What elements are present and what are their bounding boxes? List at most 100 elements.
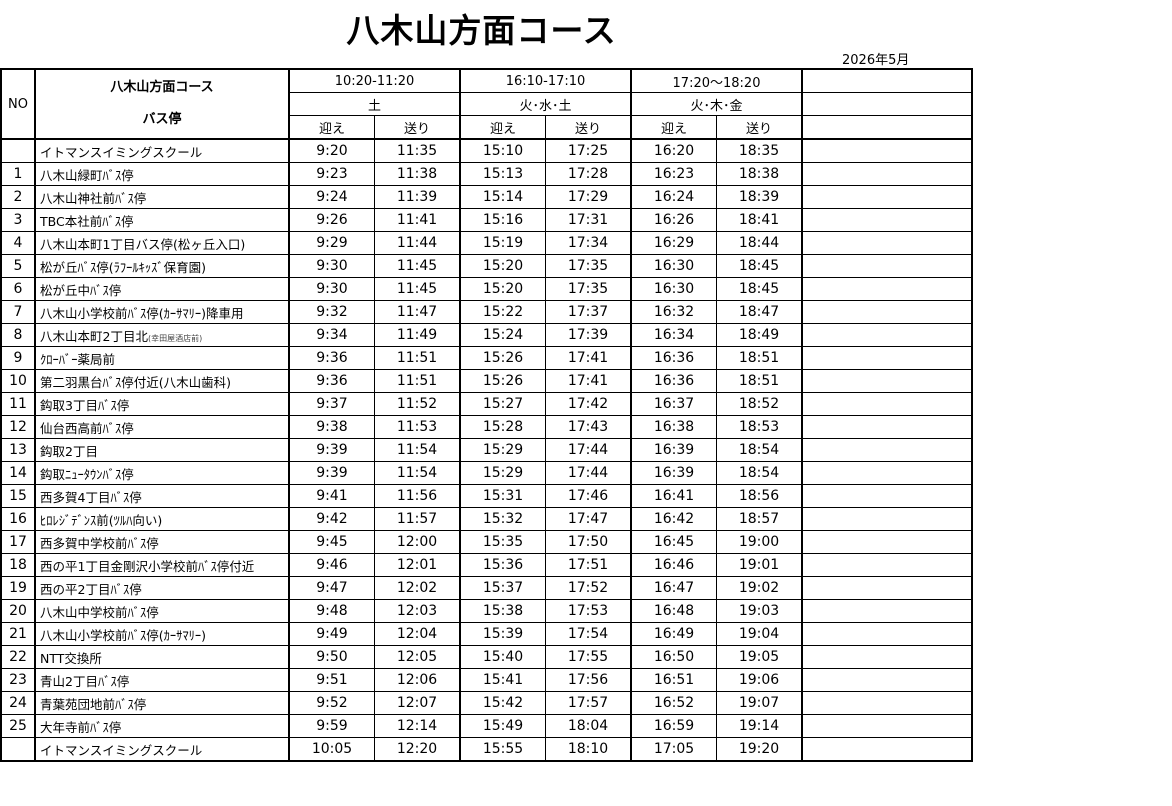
pickup-time: 15:26 bbox=[459, 346, 546, 370]
pickup-time: 15:16 bbox=[459, 208, 546, 232]
table-row: 5 松が丘ﾊﾞｽ停(ﾗﾌｰﾙｷｯｽﾞ保育園) 9:30 11:45 15:20 17:35… bbox=[0, 254, 973, 278]
stop-name: 大年寺前ﾊﾞｽ停 bbox=[34, 714, 290, 738]
stop-name-text: 第二羽黒台ﾊﾞｽ停付近(八木山歯科) bbox=[40, 374, 232, 390]
pickup-time: 9:34 bbox=[288, 323, 375, 347]
dropoff-time: 12:05 bbox=[374, 645, 461, 669]
dropoff-time: 12:02 bbox=[374, 576, 461, 600]
stop-name-text: 八木山神社前ﾊﾞｽ停 bbox=[40, 190, 147, 206]
dropoff-time: 17:57 bbox=[545, 691, 632, 715]
group-time-2: 16:10-17:10 bbox=[459, 68, 632, 93]
stop-name-text: TBC本社前ﾊﾞｽ停 bbox=[40, 213, 134, 229]
pickup-time: 9:41 bbox=[288, 484, 375, 508]
blank-cell bbox=[801, 323, 973, 347]
dropoff-time: 11:41 bbox=[374, 208, 461, 232]
dropoff-time: 18:45 bbox=[716, 277, 803, 301]
dropoff-time: 17:51 bbox=[545, 553, 632, 577]
table-row: 17 西多賀中学校前ﾊﾞｽ停 9:45 12:00 15:35 17:50 16:45 19:… bbox=[0, 530, 973, 554]
dropoff-time: 11:51 bbox=[374, 346, 461, 370]
table-row: 8 八木山本町2丁目北(幸田屋酒店前) 9:34 11:49 15:24 17:39 16:… bbox=[0, 323, 973, 347]
header-dropoff: 送り bbox=[374, 115, 461, 140]
pickup-time: 15:24 bbox=[459, 323, 546, 347]
pickup-time: 16:36 bbox=[630, 369, 717, 393]
pickup-time: 9:48 bbox=[288, 599, 375, 623]
dropoff-time: 18:49 bbox=[716, 323, 803, 347]
pickup-time: 9:47 bbox=[288, 576, 375, 600]
pickup-time: 9:42 bbox=[288, 507, 375, 531]
dropoff-time: 18:52 bbox=[716, 392, 803, 416]
pickup-time: 16:32 bbox=[630, 300, 717, 324]
pickup-time: 15:49 bbox=[459, 714, 546, 738]
stop-number: 11 bbox=[0, 392, 36, 416]
stop-name-text: 大年寺前ﾊﾞｽ停 bbox=[40, 719, 122, 735]
dropoff-time: 17:50 bbox=[545, 530, 632, 554]
table-row: 2 八木山神社前ﾊﾞｽ停 9:24 11:39 15:14 17:29 16:24 18:39 bbox=[0, 185, 973, 209]
stop-name-text: 西の平1丁目金剛沢小学校前ﾊﾞｽ停付近 bbox=[40, 558, 255, 574]
table-row: 11 鈎取3丁目ﾊﾞｽ停 9:37 11:52 15:27 17:42 16:37 18:52 bbox=[0, 392, 973, 416]
header-course-title: 八木山方面コース bbox=[110, 80, 214, 95]
dropoff-time: 19:03 bbox=[716, 599, 803, 623]
pickup-time: 15:40 bbox=[459, 645, 546, 669]
blank-cell bbox=[801, 300, 973, 324]
dropoff-time: 17:41 bbox=[545, 346, 632, 370]
pickup-time: 9:49 bbox=[288, 622, 375, 646]
stop-name-text: イトマンスイミングスクール bbox=[40, 742, 203, 758]
stop-number: 4 bbox=[0, 231, 36, 255]
header-bus-stop: バス停 bbox=[142, 112, 182, 127]
dropoff-time: 18:45 bbox=[716, 254, 803, 278]
stop-name-text: 仙台西高前ﾊﾞｽ停 bbox=[40, 420, 134, 436]
blank-cell bbox=[801, 369, 973, 393]
stop-number: 24 bbox=[0, 691, 36, 715]
group-days-3: 火･木･金 bbox=[630, 92, 803, 116]
table-row: 25 大年寺前ﾊﾞｽ停 9:59 12:14 15:49 18:04 16:59 19:14 bbox=[0, 714, 973, 738]
header-dropoff: 送り bbox=[545, 115, 632, 140]
dropoff-time: 11:35 bbox=[374, 138, 461, 163]
dropoff-time: 12:03 bbox=[374, 599, 461, 623]
pickup-time: 9:59 bbox=[288, 714, 375, 738]
pickup-time: 16:30 bbox=[630, 277, 717, 301]
dropoff-time: 12:00 bbox=[374, 530, 461, 554]
blank-cell bbox=[801, 115, 973, 140]
dropoff-time: 17:43 bbox=[545, 415, 632, 439]
stop-number: 9 bbox=[0, 346, 36, 370]
pickup-time: 9:32 bbox=[288, 300, 375, 324]
stop-name: 西多賀中学校前ﾊﾞｽ停 bbox=[34, 530, 290, 554]
blank-cell bbox=[801, 737, 973, 762]
group-time-1: 10:20-11:20 bbox=[288, 68, 461, 93]
stop-name: イトマンスイミングスクール bbox=[34, 737, 290, 762]
stop-name-text: 西多賀4丁目ﾊﾞｽ停 bbox=[40, 489, 142, 505]
blank-cell bbox=[801, 92, 973, 116]
stop-name: NTT交換所 bbox=[34, 645, 290, 669]
pickup-time: 15:41 bbox=[459, 668, 546, 692]
pickup-time: 16:59 bbox=[630, 714, 717, 738]
stop-name: ﾋﾛﾚｼﾞﾃﾞﾝｽ前(ﾂﾙﾊ向い) bbox=[34, 507, 290, 531]
dropoff-time: 18:35 bbox=[716, 138, 803, 163]
stop-name: 仙台西高前ﾊﾞｽ停 bbox=[34, 415, 290, 439]
stop-number: 25 bbox=[0, 714, 36, 738]
pickup-time: 9:39 bbox=[288, 461, 375, 485]
pickup-time: 9:36 bbox=[288, 369, 375, 393]
stop-name-text: 八木山小学校前ﾊﾞｽ停(ｶｰｻﾏﾘｰ) bbox=[40, 627, 207, 643]
pickup-time: 9:52 bbox=[288, 691, 375, 715]
dropoff-time: 11:38 bbox=[374, 162, 461, 186]
stop-number: 13 bbox=[0, 438, 36, 462]
pickup-time: 16:30 bbox=[630, 254, 717, 278]
stop-number: 23 bbox=[0, 668, 36, 692]
stop-number: 10 bbox=[0, 369, 36, 393]
dropoff-time: 17:44 bbox=[545, 461, 632, 485]
blank-cell bbox=[801, 507, 973, 531]
dropoff-time: 18:47 bbox=[716, 300, 803, 324]
pickup-time: 16:38 bbox=[630, 415, 717, 439]
dropoff-time: 18:10 bbox=[545, 737, 632, 762]
pickup-time: 16:51 bbox=[630, 668, 717, 692]
stop-name-text: ﾋﾛﾚｼﾞﾃﾞﾝｽ前(ﾂﾙﾊ向い) bbox=[40, 512, 163, 528]
stop-name: 八木山小学校前ﾊﾞｽ停(ｶｰｻﾏﾘｰ)降車用 bbox=[34, 300, 290, 324]
pickup-time: 9:26 bbox=[288, 208, 375, 232]
stop-name: 第二羽黒台ﾊﾞｽ停付近(八木山歯科) bbox=[34, 369, 290, 393]
stop-number: 14 bbox=[0, 461, 36, 485]
table-row: 14 鈎取ﾆｭｰﾀｳﾝﾊﾞｽ停 9:39 11:54 15:29 17:44 16:39 18… bbox=[0, 461, 973, 485]
table-row: 12 仙台西高前ﾊﾞｽ停 9:38 11:53 15:28 17:43 16:38 18:53 bbox=[0, 415, 973, 439]
dropoff-time: 17:29 bbox=[545, 185, 632, 209]
table-row: 21 八木山小学校前ﾊﾞｽ停(ｶｰｻﾏﾘｰ) 9:49 12:04 15:39 17:54… bbox=[0, 622, 973, 646]
dropoff-time: 17:52 bbox=[545, 576, 632, 600]
stop-name-text: 八木山緑町ﾊﾞｽ停 bbox=[40, 167, 134, 183]
